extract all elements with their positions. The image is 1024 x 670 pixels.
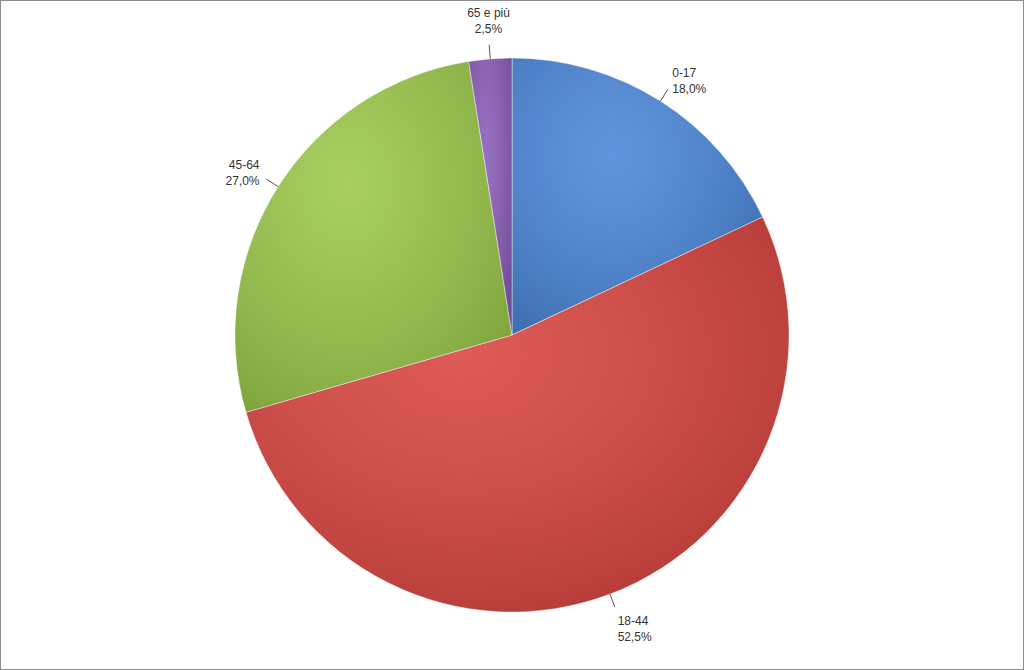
labels: 0-17 18,0% 18-44 52,5% 45-64 27,0% 65 e più 2,5… <box>226 6 707 644</box>
leader-line <box>266 179 278 187</box>
value-label: 27,0% <box>226 174 260 188</box>
category-label: 45-64 <box>229 158 260 172</box>
slice-shade <box>235 61 512 412</box>
leader-line <box>489 45 490 59</box>
frame <box>1 1 1024 670</box>
pie-slice <box>469 58 512 335</box>
pie-slice <box>235 61 512 412</box>
category-label: 18-44 <box>618 614 649 628</box>
value-label: 2,5% <box>475 22 503 36</box>
category-label: 0-17 <box>672 66 696 80</box>
slices <box>235 58 789 612</box>
leader-line <box>610 594 615 607</box>
slice-shade <box>469 58 512 335</box>
category-label: 65 e più <box>467 6 510 20</box>
chart: 0-17 18,0% 18-44 52,5% 45-64 27,0% 65 e più 2,5… <box>0 0 1024 670</box>
value-label: 52,5% <box>618 630 652 644</box>
leader-line <box>660 89 668 101</box>
value-label: 18,0% <box>672 82 706 96</box>
